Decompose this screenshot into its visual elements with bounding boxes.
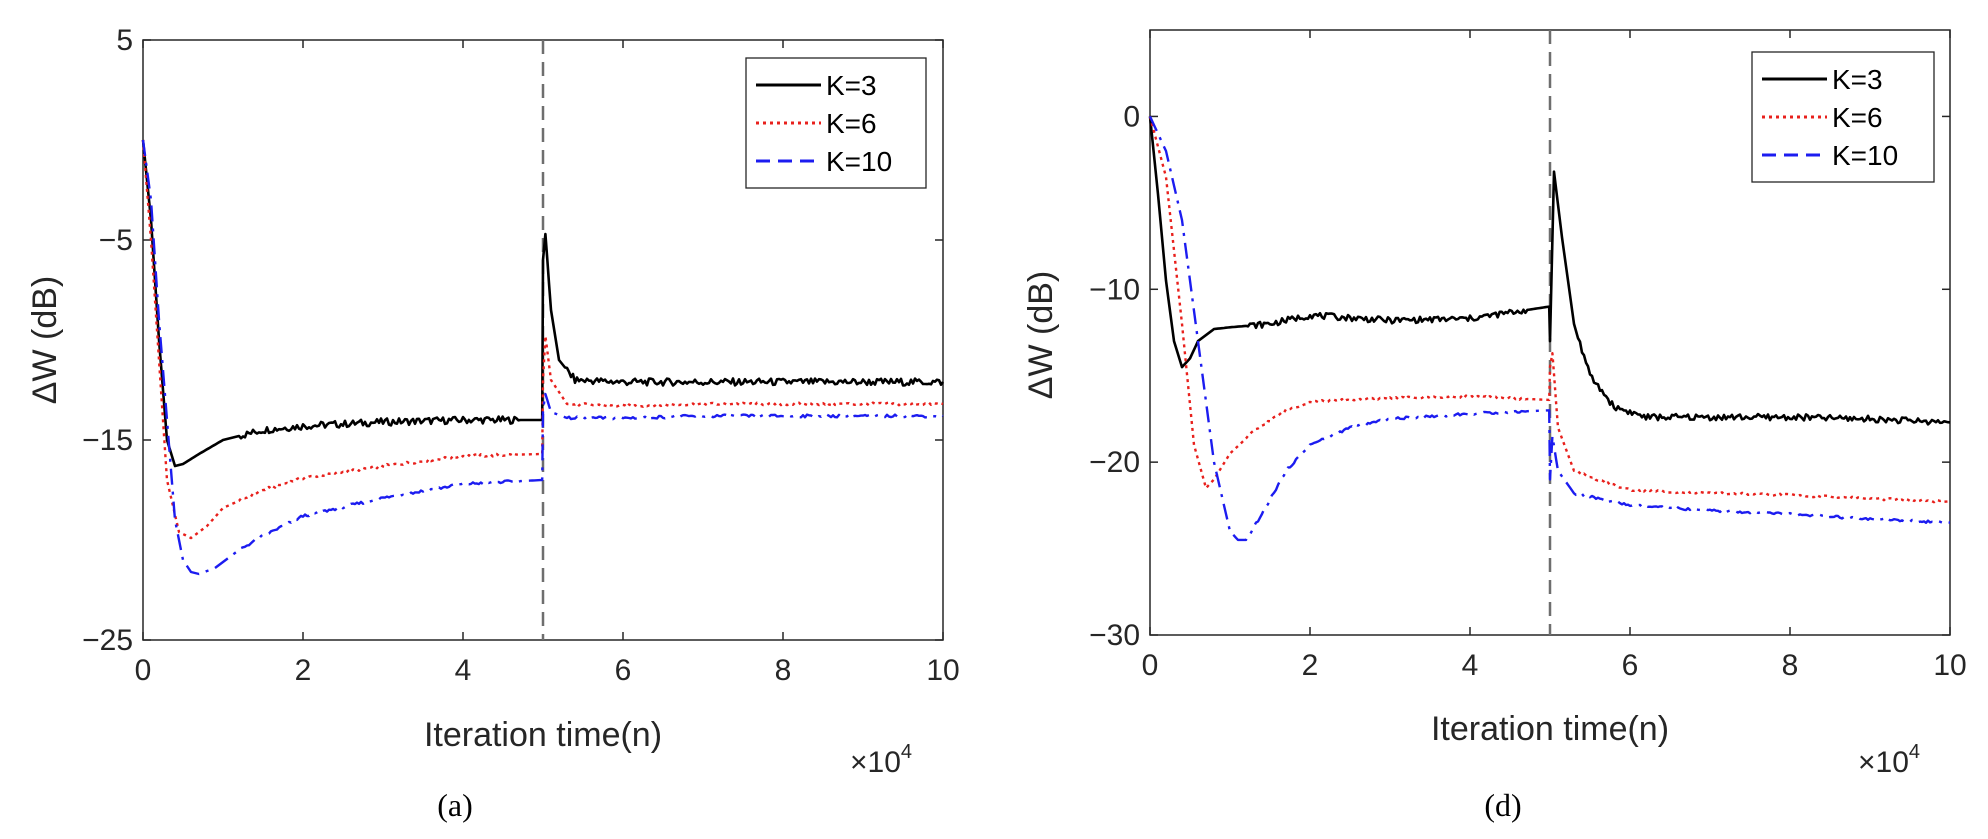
series-line-k10 [141,139,944,576]
legend-box [1751,51,1935,183]
legend-label: K=3 [826,70,877,101]
y-tick-label: −25 [82,624,133,657]
y-axis-label-a: ΔW (dB) [26,276,64,404]
series-line-k3 [141,139,945,468]
x-tick-label: 0 [1142,649,1159,682]
x-ticks-d: 0 2 4 6 8 10 [1142,30,1967,682]
y-tick-label: −20 [1089,446,1140,479]
legend-box [745,57,927,189]
x-tick-label: 4 [1462,649,1479,682]
x-tick-label: 6 [615,654,632,687]
x-multiplier-a: ×104 [850,741,912,779]
y-tick-label: −30 [1089,619,1140,652]
legend-label: K=6 [1832,102,1883,133]
y-tick-label: −5 [99,224,133,257]
y-tick-label: −15 [82,424,133,457]
x-tick-label: 2 [1302,649,1319,682]
legend-label: K=10 [1832,140,1898,171]
y-tick-label: 0 [1123,100,1140,133]
x-tick-label: 10 [1933,649,1966,682]
legend-d: K=3 K=6 K=10 [1751,51,1935,183]
x-tick-label: 2 [295,654,312,687]
series-group-a [141,139,945,576]
chart-panel-d: 0 2 4 6 8 10 0 −10 −20 −30 Iteration time(n) ΔW … [1022,29,1967,823]
x-axis-label-d: Iteration time(n) [1431,710,1669,748]
caption-d: (d) [1484,787,1521,823]
x-tick-label: 6 [1622,649,1639,682]
legend-label: K=6 [826,108,877,139]
x-tick-label: 8 [1782,649,1799,682]
y-ticks-a: 5 −5 −15 −25 [82,24,943,657]
y-axis-label-d: ΔW (dB) [1022,271,1060,399]
x-tick-label: 0 [135,654,152,687]
series-group-d [1148,115,1951,542]
x-tick-label: 8 [775,654,792,687]
series-line-k3 [1148,116,1951,426]
x-tick-label: 10 [926,654,959,687]
y-tick-label: 5 [116,24,133,57]
legend-label: K=3 [1832,64,1883,95]
chart-panel-a: 0 2 4 6 8 10 5 −5 −15 −25 Iteration time(n) ΔW (… [26,24,960,823]
y-tick-label: −10 [1089,273,1140,306]
x-ticks-a: 0 2 4 6 8 10 [135,40,960,687]
x-tick-label: 4 [455,654,472,687]
caption-a: (a) [437,787,473,823]
series-line-k10 [1148,115,1951,542]
x-axis-label-a: Iteration time(n) [424,716,662,754]
y-ticks-d: 0 −10 −20 −30 [1089,100,1950,652]
legend-a: K=3 K=6 K=10 [745,57,927,189]
x-multiplier-d: ×104 [1858,741,1920,779]
legend-label: K=10 [826,146,892,177]
